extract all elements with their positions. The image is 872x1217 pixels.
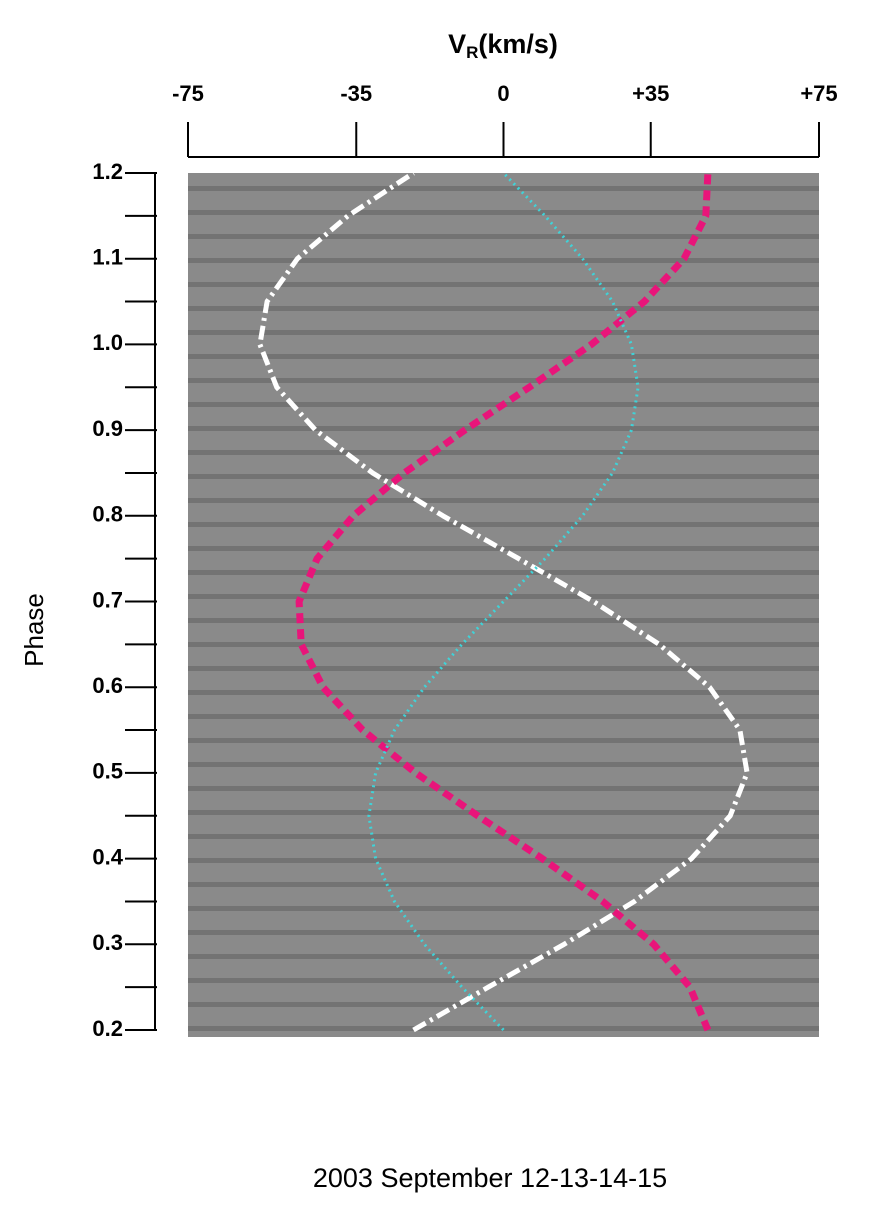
x-tick-label: -75 — [172, 81, 204, 106]
y-axis-title: Phase — [19, 593, 49, 667]
x-axis-title-rest: (km/s) — [478, 29, 558, 59]
x-tick-label: +35 — [632, 81, 669, 106]
curve — [295, 172, 712, 1032]
y-tick-label: 0.6 — [92, 673, 123, 698]
x-tick-label: 0 — [497, 81, 509, 106]
y-tick-label: 1.2 — [92, 159, 123, 184]
y-tick-label: 1.0 — [92, 330, 123, 355]
curve — [257, 170, 750, 1033]
y-tick-label: 0.4 — [92, 844, 123, 869]
x-tick-label: +75 — [800, 81, 837, 106]
y-tick-label: 0.2 — [92, 1016, 123, 1041]
x-axis-title-sub: R — [466, 43, 478, 62]
y-tick-label: 0.5 — [92, 759, 123, 784]
spectrogram-background — [188, 173, 819, 1037]
caption: 2003 September 12-13-14-15 — [313, 1163, 667, 1193]
x-axis-title-main: V — [448, 29, 466, 59]
x-axis-title: VR(km/s) — [448, 29, 558, 62]
y-tick-label: 0.8 — [92, 502, 123, 527]
y-tick-label: 1.1 — [92, 245, 123, 270]
x-tick-label: -35 — [340, 81, 372, 106]
y-tick-label: 0.3 — [92, 930, 123, 955]
y-tick-label: 0.9 — [92, 416, 123, 441]
y-tick-label: 0.7 — [92, 587, 123, 612]
